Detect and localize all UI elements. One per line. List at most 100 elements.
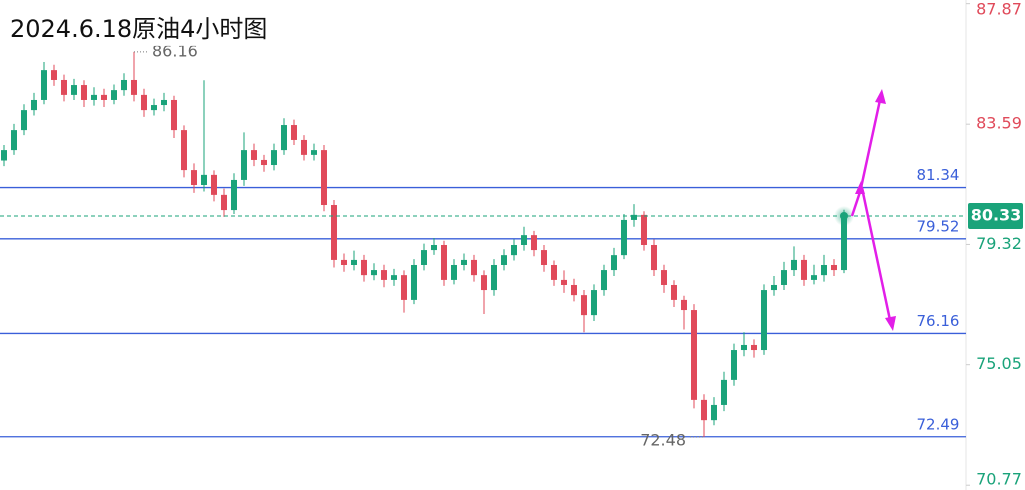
- candle-body: [431, 245, 437, 251]
- candle-body: [771, 284, 777, 291]
- candle-body: [811, 275, 817, 280]
- candle-body: [541, 250, 547, 265]
- candle-body: [661, 270, 667, 285]
- candle-body: [471, 259, 477, 276]
- last-price-label: 80.33: [971, 205, 1022, 224]
- candle-body: [821, 264, 827, 276]
- candle-body: [491, 264, 497, 291]
- candle-body: [211, 174, 217, 195]
- candle-body: [801, 259, 807, 280]
- candle-body: [341, 259, 347, 265]
- y-tick-label: 70.77: [976, 470, 1022, 489]
- candle-body: [121, 79, 127, 91]
- level-label: 76.16: [917, 312, 960, 330]
- candle-body: [571, 284, 577, 296]
- candle-body: [391, 275, 397, 280]
- candle-body: [201, 174, 207, 186]
- candle-body: [11, 130, 17, 151]
- candle-body: [671, 284, 677, 300]
- candle-body: [331, 205, 337, 260]
- candle-body: [311, 150, 317, 155]
- candle-body: [551, 264, 557, 280]
- candle-body: [1, 150, 7, 161]
- y-tick-label: 83.59: [976, 114, 1022, 133]
- level-label: 81.34: [917, 166, 960, 184]
- candle-body: [741, 344, 747, 351]
- candle-body: [751, 344, 757, 351]
- candle-body: [591, 290, 597, 316]
- candle-body: [681, 299, 687, 311]
- candle-body: [111, 90, 117, 100]
- candle-body: [411, 264, 417, 300]
- candle-body: [261, 159, 267, 166]
- plot-area: 81.34 79.52 76.16 72.49 86.16 72.48: [0, 41, 966, 450]
- candle-body: [461, 259, 467, 265]
- candle-body: [381, 270, 387, 280]
- candle-body: [141, 94, 147, 111]
- candle-body: [91, 94, 97, 100]
- candle-body: [171, 99, 177, 131]
- candle-body: [221, 194, 227, 211]
- low-label: 72.48: [640, 431, 686, 450]
- candle-body: [621, 219, 627, 256]
- y-tick-label: 87.87: [976, 0, 1022, 19]
- candle-body: [601, 270, 607, 291]
- candle-body: [731, 350, 737, 380]
- candle-body: [231, 179, 237, 211]
- candle-body: [81, 85, 87, 100]
- y-tick-label: 75.05: [976, 354, 1022, 373]
- candle-body: [711, 404, 717, 421]
- candle-body: [421, 250, 427, 265]
- candle-body: [481, 275, 487, 291]
- arrow-up-short: [850, 191, 862, 217]
- candle-body: [371, 270, 377, 276]
- candle-body: [451, 264, 457, 280]
- high-label: 86.16: [152, 41, 198, 60]
- candle-body: [701, 399, 707, 421]
- candle-body: [691, 310, 697, 400]
- candle-body: [561, 279, 567, 285]
- y-tick-label: 79.32: [976, 234, 1022, 253]
- candle-body: [841, 215, 847, 271]
- candle-body: [161, 99, 167, 106]
- level-label: 79.52: [917, 217, 960, 235]
- arrowhead: [875, 89, 886, 104]
- chart-title: 2024.6.18原油4小时图: [10, 15, 267, 43]
- title-bg: [4, 12, 296, 46]
- candle-body: [781, 270, 787, 285]
- candle-body: [241, 150, 247, 180]
- candle-body: [181, 130, 187, 171]
- candle-body: [501, 255, 507, 265]
- candle-body: [271, 150, 277, 166]
- candle-body: [131, 79, 137, 95]
- candle-body: [761, 290, 767, 351]
- candle-body: [191, 170, 197, 186]
- candle-body: [301, 139, 307, 155]
- candle-body: [651, 245, 657, 271]
- last-price-box: [968, 202, 1023, 229]
- candle-body: [611, 255, 617, 271]
- candle-body: [321, 150, 327, 206]
- candle-body: [51, 70, 57, 80]
- candle-body: [721, 379, 727, 405]
- candle-body: [361, 259, 367, 276]
- candle-body: [31, 99, 37, 111]
- candle-body: [351, 259, 357, 265]
- candle-body: [531, 235, 537, 251]
- candle-body: [71, 85, 77, 95]
- candle-body: [41, 70, 47, 100]
- last-price-dot: [840, 211, 848, 220]
- candle-body: [511, 245, 517, 256]
- candle-body: [61, 79, 67, 95]
- candle-body: [151, 105, 157, 111]
- candle-body: [581, 295, 587, 316]
- level-label: 72.49: [917, 415, 960, 433]
- arrow-down: [860, 187, 892, 321]
- candle-body: [521, 235, 527, 245]
- candle-body: [631, 214, 637, 220]
- arrow-up: [859, 99, 882, 189]
- candle-body: [831, 264, 837, 271]
- candle-body: [281, 125, 287, 151]
- candle-body: [291, 125, 297, 140]
- arrowhead: [885, 316, 896, 331]
